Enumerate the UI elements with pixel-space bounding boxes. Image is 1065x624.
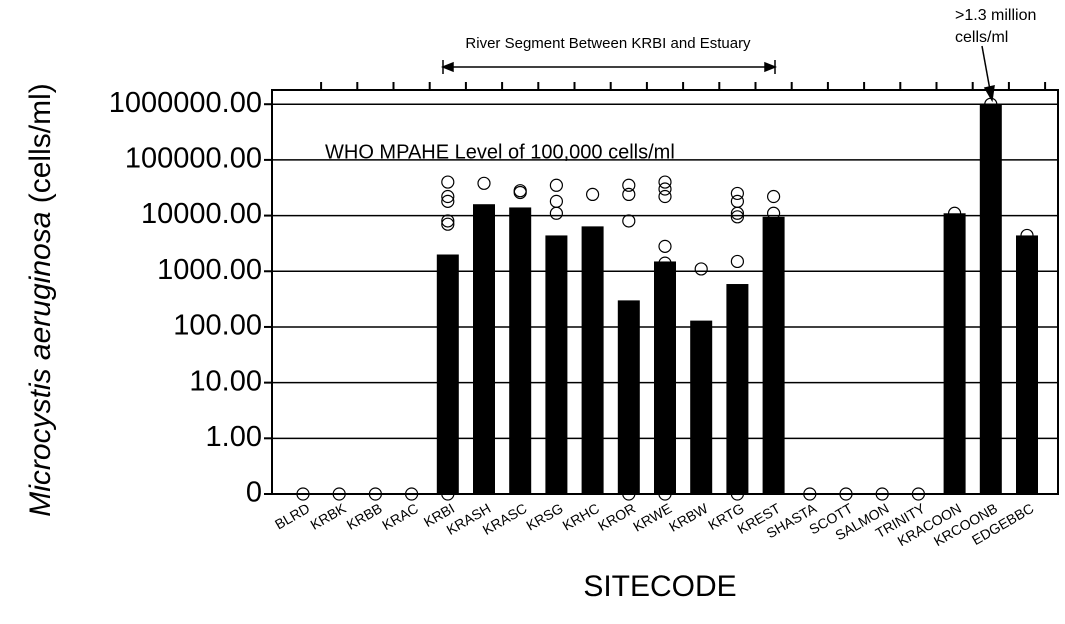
observation <box>1020 228 1034 243</box>
observation <box>658 256 672 270</box>
observation <box>766 189 781 204</box>
observation <box>658 175 672 189</box>
y-tick-label: 1000000.00 <box>109 87 262 119</box>
max-annotation: cells/ml <box>955 29 1008 46</box>
observation <box>730 194 745 208</box>
x-tick-label: KRSG <box>523 500 565 534</box>
observation <box>622 487 636 501</box>
observation <box>441 217 455 231</box>
y-tick-label: 100000.00 <box>125 143 262 175</box>
observation <box>441 189 455 204</box>
y-tick-label: 1.00 <box>206 421 262 453</box>
bar <box>545 235 568 494</box>
observation <box>549 206 564 220</box>
bar <box>617 300 640 494</box>
observation <box>803 487 817 501</box>
observation <box>368 487 382 501</box>
who-annotation: WHO MPAHE Level of 100,000 cells/ml <box>325 141 675 163</box>
y-tick-label: 0 <box>246 477 262 509</box>
annotation-arrows <box>440 45 995 103</box>
observation <box>441 175 455 189</box>
y-tick-label: 100.00 <box>173 310 262 342</box>
observation <box>441 487 455 501</box>
y-axis-label: Microcystis aeruginosa (cells/ml) <box>24 83 57 516</box>
bar <box>436 254 459 494</box>
y-tick-label: 10000.00 <box>141 198 262 230</box>
bar <box>654 261 676 494</box>
observation <box>730 186 745 201</box>
observation <box>405 487 419 501</box>
observation <box>947 206 962 220</box>
x-tick-label: KRHC <box>560 500 602 534</box>
observation <box>549 178 564 192</box>
observation <box>477 176 491 190</box>
x-tick-label: KROR <box>595 500 638 534</box>
bar <box>726 284 749 494</box>
x-tick-label: KRWE <box>630 500 674 535</box>
observation <box>730 254 745 269</box>
observation <box>441 214 455 228</box>
observation <box>694 262 708 276</box>
max-annotation: >1.3 million <box>955 7 1036 24</box>
y-tick-label: 10.00 <box>189 365 262 397</box>
observation <box>622 214 636 228</box>
observation <box>441 194 455 208</box>
x-tick-label: KRAC <box>379 500 421 533</box>
bar <box>762 216 785 495</box>
observation <box>984 97 998 111</box>
observation <box>549 194 564 208</box>
bar <box>943 213 966 494</box>
observation <box>658 487 672 501</box>
observation <box>622 187 636 202</box>
bar <box>581 226 604 494</box>
y-tick-label: 1000.00 <box>157 254 262 286</box>
observation <box>766 206 781 220</box>
y-label-species: Microcystis aeruginosa <box>24 212 57 517</box>
observation <box>730 487 745 501</box>
observation <box>658 182 672 196</box>
observation <box>875 487 889 501</box>
observation <box>911 487 926 501</box>
observation <box>658 189 672 204</box>
observation <box>730 210 745 224</box>
x-tick-label: KRBB <box>344 500 385 533</box>
bar <box>473 204 495 494</box>
observation <box>585 187 600 202</box>
bar <box>509 207 532 495</box>
observation <box>622 178 636 192</box>
x-tick-label: KRBK <box>308 500 350 533</box>
observation <box>658 239 672 253</box>
bar <box>1016 235 1038 494</box>
x-tick-label: BLRD <box>272 500 312 533</box>
segment-annotation: River Segment Between KRBI and Estuary <box>465 35 751 52</box>
bar <box>690 320 713 494</box>
observation <box>513 185 527 200</box>
x-axis-label: SITECODE <box>583 570 736 603</box>
observation <box>839 487 853 501</box>
bar <box>979 104 1002 494</box>
observation <box>332 487 346 501</box>
x-tick-label: KRBW <box>666 500 711 535</box>
observation <box>730 206 745 220</box>
observation <box>296 487 310 501</box>
y-label-unit: (cells/ml) <box>24 83 57 203</box>
